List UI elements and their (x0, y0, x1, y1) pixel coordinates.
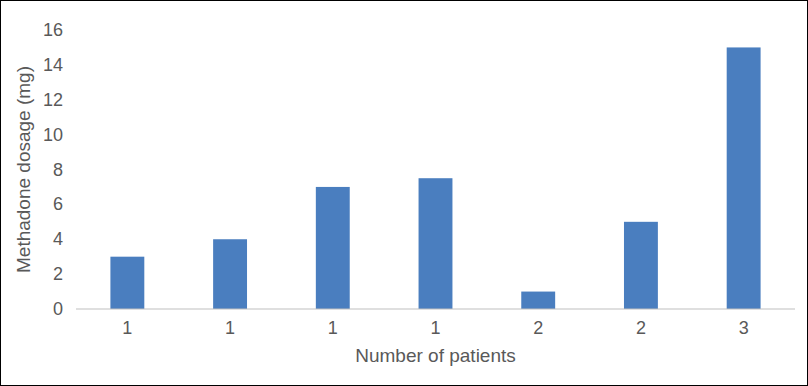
y-tick-label: 0 (53, 299, 63, 319)
y-tick-label: 14 (43, 55, 63, 75)
y-axis-title: Methadone dosage (mg) (13, 66, 34, 273)
x-tick-label: 2 (636, 318, 646, 338)
y-tick-label: 2 (53, 264, 63, 284)
chart-container: 02468101214161111223Number of patientsMe… (0, 0, 808, 386)
y-tick-label: 10 (43, 125, 63, 145)
x-tick-label: 2 (533, 318, 543, 338)
bar (213, 239, 247, 309)
bar (110, 257, 144, 309)
bar (521, 292, 555, 309)
x-tick-label: 1 (122, 318, 132, 338)
x-tick-label: 1 (430, 318, 440, 338)
chart-frame (1, 1, 808, 386)
y-tick-label: 8 (53, 160, 63, 180)
bar (624, 222, 658, 309)
x-tick-label: 1 (328, 318, 338, 338)
y-tick-label: 4 (53, 229, 63, 249)
y-tick-label: 12 (43, 90, 63, 110)
x-tick-label: 3 (739, 318, 749, 338)
bar (316, 187, 350, 309)
bar (727, 47, 761, 309)
x-axis-line (76, 309, 795, 310)
x-tick-label: 1 (225, 318, 235, 338)
y-tick-label: 6 (53, 194, 63, 214)
x-axis-title: Number of patients (355, 345, 516, 366)
chart: 02468101214161111223Number of patientsMe… (0, 0, 808, 386)
y-tick-label: 16 (43, 20, 63, 40)
bars (110, 47, 760, 309)
bar (419, 178, 453, 309)
